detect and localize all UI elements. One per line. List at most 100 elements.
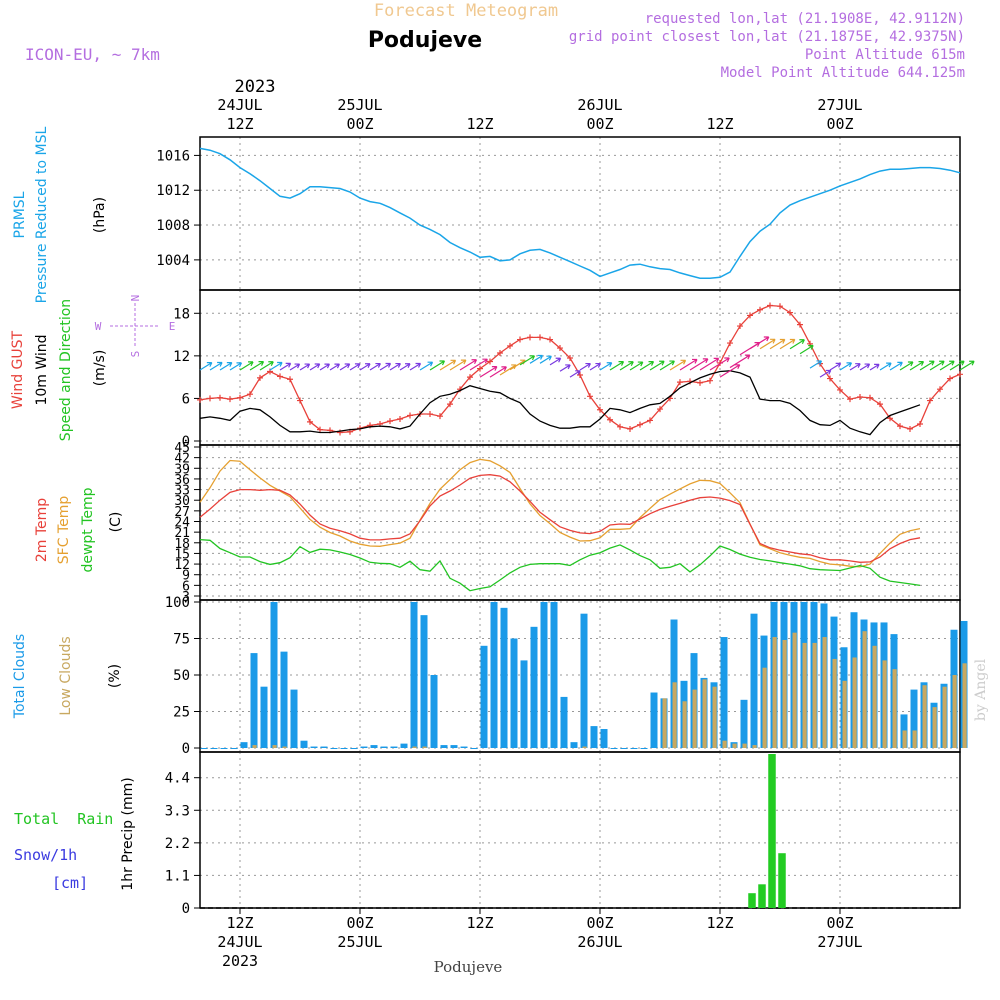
total-cloud-bar	[310, 746, 318, 748]
compass-icon: N S W E	[95, 295, 176, 358]
total-cloud-bar	[510, 638, 518, 748]
bottom-date-label: 24JUL	[217, 933, 262, 951]
gust-point	[427, 411, 433, 418]
precip-unit-label: 1hr Precip (mm)	[120, 777, 136, 890]
chart-title-top: Forecast Meteogram	[374, 1, 558, 21]
wind-direction-arrow	[849, 363, 861, 371]
wind-direction-arrow	[539, 355, 552, 364]
gust-point	[747, 312, 753, 319]
compass-west: W	[95, 320, 102, 333]
wind-dir-label: Speed and Direction	[58, 299, 74, 441]
y-tick-label: 1008	[156, 218, 190, 234]
low-cloud-bar	[282, 746, 287, 748]
gust-point	[697, 379, 703, 386]
total-cloud-bar	[240, 742, 248, 748]
gust-point	[297, 397, 303, 404]
wind-direction-arrow	[359, 363, 371, 371]
y-tick-label: 9	[182, 569, 190, 584]
wind-direction-arrow	[929, 360, 945, 371]
total-cloud-bar	[430, 675, 438, 748]
wind-direction-arrow	[909, 360, 925, 371]
low-cloud-bar	[732, 743, 737, 748]
gust-point	[407, 412, 413, 419]
total-cloud-bar	[530, 626, 538, 748]
low-cloud-bar	[952, 675, 957, 748]
wind-direction-arrow	[269, 361, 283, 371]
compass-east: E	[169, 320, 176, 333]
point-altitude: Point Altitude 615m	[805, 47, 965, 63]
total-cloud-bar	[580, 613, 588, 748]
wind-direction-arrow	[419, 361, 434, 371]
wind-direction-arrow	[869, 363, 880, 371]
clouds-panel: 0 25 50 75 100	[165, 595, 968, 757]
bottom-date-label: 25JUL	[337, 933, 382, 951]
gust-point	[797, 321, 803, 328]
wind-direction-arrow	[719, 364, 741, 378]
precip-panel: 0 1.1 2.2 3.3 4.4	[165, 751, 961, 917]
gust-point	[867, 394, 873, 401]
model-altitude: Model Point Altitude 644.125m	[721, 65, 965, 81]
total-cloud-bar	[280, 651, 288, 748]
total-cloud-bar	[300, 740, 308, 748]
gust-point	[787, 309, 793, 316]
total-cloud-bar	[380, 746, 388, 748]
wind-direction-arrow	[599, 362, 613, 371]
low-cloud-bar	[922, 685, 927, 748]
wind-gust-label: Wind GUST	[10, 330, 26, 409]
clouds-unit-label: (%)	[107, 664, 123, 688]
low-cloud-bar	[842, 680, 847, 748]
wind-direction-arrow	[949, 360, 965, 371]
y-tick-label: 0	[182, 741, 190, 757]
top-hour-label: 12Z	[466, 115, 493, 133]
gust-point	[577, 372, 583, 379]
low-cloud-bar	[412, 746, 417, 748]
wind-direction-arrow	[209, 361, 223, 371]
pressure-panel: 1004 1008 1012 1016	[156, 136, 961, 291]
total-cloud-bar	[320, 746, 328, 748]
wind-direction-arrow	[329, 363, 340, 371]
total-cloud-bar	[370, 745, 378, 748]
wind-direction-arrow	[779, 338, 796, 350]
y-tick-label: 24	[174, 516, 190, 531]
prmsl-label: PRMSL	[12, 191, 28, 238]
wind-direction-arrow	[699, 357, 720, 371]
y-tick-label: 18	[173, 306, 190, 322]
y-tick-label: 39	[174, 462, 190, 477]
wind-direction-arrow	[439, 359, 457, 371]
total-cloud-bar	[360, 746, 368, 748]
bottom-hour-label: 12Z	[706, 914, 733, 932]
y-tick-label: 0	[182, 901, 190, 917]
wind-direction-arrow	[339, 363, 351, 371]
total-cloud-bar	[740, 699, 748, 748]
wind-direction-arrow	[939, 360, 955, 371]
wind-direction-arrow	[799, 344, 814, 355]
low-cloud-bar	[962, 663, 967, 748]
y-tick-label: 1012	[156, 183, 190, 199]
gust-point	[857, 394, 863, 401]
wind-direction-arrow	[519, 355, 536, 366]
gust-point	[657, 406, 663, 413]
low-cloud-bar	[742, 743, 747, 748]
low-cloud-bar	[762, 667, 767, 748]
wind-direction-arrow	[569, 370, 581, 378]
bottom-hour-label: 12Z	[226, 914, 253, 932]
y-tick-label: 1004	[156, 253, 190, 269]
wind-direction-arrow	[709, 357, 730, 371]
snow-unit-label: [cm]	[52, 874, 88, 892]
gust-point	[507, 342, 513, 349]
bottom-hour-label: 00Z	[586, 914, 613, 932]
rain-bar	[768, 754, 776, 908]
gust-point	[607, 416, 613, 423]
gust-point	[627, 425, 633, 432]
wind-direction-arrow	[819, 369, 832, 378]
total-cloud-bar	[570, 742, 578, 748]
y-tick-label: 3	[182, 590, 190, 605]
gust-point	[277, 373, 283, 380]
pressure-unit-label: (hPa)	[92, 197, 108, 233]
total-cloud-bar	[400, 743, 408, 748]
total-cloud-bar	[750, 613, 758, 748]
wind-direction-arrow	[479, 365, 498, 378]
sfc-temp-series-line	[199, 458, 921, 568]
